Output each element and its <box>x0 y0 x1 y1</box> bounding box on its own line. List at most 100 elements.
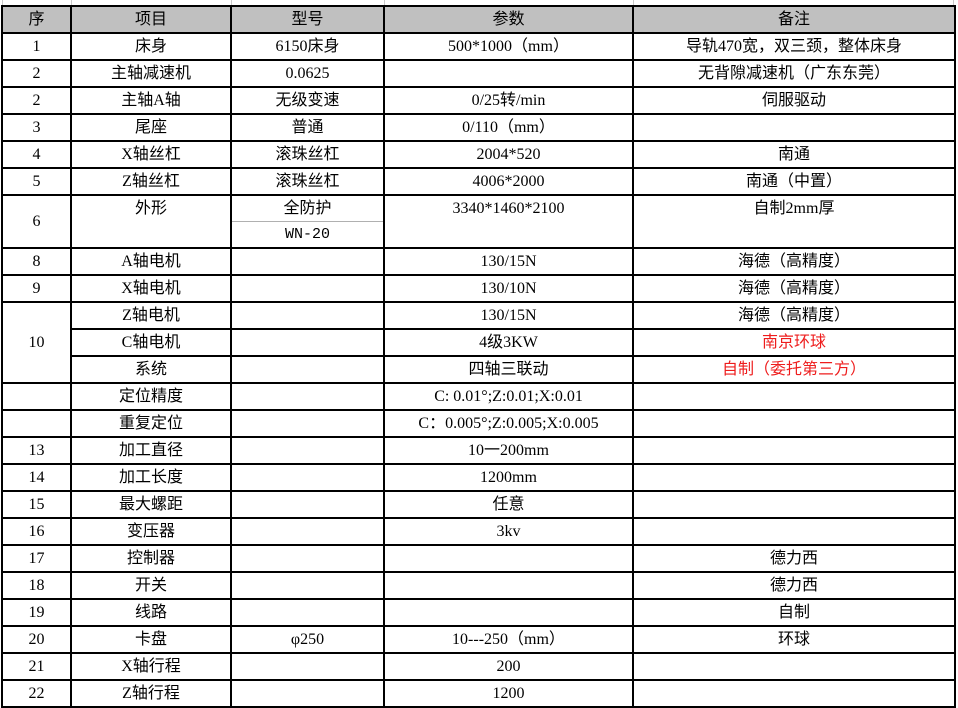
cell-param <box>383 571 634 600</box>
cell-item: 尾座 <box>70 113 232 142</box>
cell-seq: 3 <box>1 113 72 142</box>
cell-model <box>230 679 385 708</box>
cell-note <box>632 679 956 708</box>
cell-item: 最大螺距 <box>70 490 232 519</box>
cell-param: 0/110（mm） <box>383 113 634 142</box>
cell-param: 3kv <box>383 517 634 546</box>
cell-model: 全防护 <box>230 194 385 222</box>
cell-item: 线路 <box>70 598 232 627</box>
table-row: 2 主轴减速机 0.0625 无背隙减速机（广东东莞） <box>1 59 956 88</box>
cell-item: X轴电机 <box>70 274 232 303</box>
cell-param: 2004*520 <box>383 140 634 169</box>
cell-note: 自制（委托第三方） <box>632 355 956 384</box>
gridline-tick <box>633 0 634 5</box>
cell-param: 1200mm <box>383 463 634 492</box>
cell-note: 海德（高精度） <box>632 274 956 303</box>
cell-note <box>632 517 956 546</box>
cell-item: A轴电机 <box>70 247 232 276</box>
table-row: 16 变压器 3kv <box>1 517 956 546</box>
table-row: 14 加工长度 1200mm <box>1 463 956 492</box>
cell-item: X轴行程 <box>70 652 232 681</box>
cell-note <box>632 436 956 465</box>
cell-item: 卡盘 <box>70 625 232 654</box>
cell-param: 130/15N <box>383 247 634 276</box>
cell-seq: 6 <box>1 194 72 249</box>
cell-model <box>230 598 385 627</box>
column-header-param: 参数 <box>383 5 634 34</box>
cell-param: 4级3KW <box>383 328 634 357</box>
table-row: C轴电机 4级3KW 南京环球 <box>2 328 956 357</box>
gridline-tick <box>384 0 385 5</box>
table-row: 19 线路 自制 <box>1 598 956 627</box>
cell-note <box>632 463 956 492</box>
cell-param: 200 <box>383 652 634 681</box>
table-row: 4 X轴丝杠 滚珠丝杠 2004*520 南通 <box>1 140 956 169</box>
cell-model <box>230 274 385 303</box>
cell-item: 变压器 <box>70 517 232 546</box>
cell-item: 床身 <box>70 32 232 61</box>
cell-note: 环球 <box>632 625 956 654</box>
gridline-tick <box>2 0 3 5</box>
cell-seq: 13 <box>1 436 72 465</box>
column-header-seq: 序 <box>1 5 72 34</box>
cell-item: X轴丝杠 <box>70 140 232 169</box>
cell-note: 海德（高精度） <box>632 301 956 330</box>
cell-seq: 2 <box>1 86 72 115</box>
cell-param: 130/10N <box>383 274 634 303</box>
cell-item: 系统 <box>70 355 232 384</box>
table-header: 序项目 型号 参数 备注 <box>1 5 956 34</box>
cell-seq: 9 <box>1 274 72 303</box>
cell-seq: 18 <box>1 571 72 600</box>
cell-seq <box>1 409 72 438</box>
table-row: 21 X轴行程 200 <box>1 652 956 681</box>
cell-model <box>230 652 385 681</box>
cell-item <box>70 221 232 249</box>
cell-model <box>230 301 385 330</box>
cell-model: 无级变速 <box>230 86 385 115</box>
cell-param: C：0.005°;Z:0.005;X:0.005 <box>383 409 634 438</box>
cell-note <box>632 382 956 411</box>
table-row: 17 控制器 德力西 <box>1 544 956 573</box>
table-row: 9 X轴电机 130/10N 海德（高精度） <box>1 274 956 303</box>
cell-note: 无背隙减速机（广东东莞） <box>632 59 956 88</box>
cell-model <box>230 490 385 519</box>
cell-model <box>230 544 385 573</box>
table-row: 定位精度 C: 0.01°;Z:0.01;X:0.01 <box>1 382 956 411</box>
cell-seq <box>1 382 72 411</box>
cell-model <box>230 517 385 546</box>
table-row: WN-20 <box>2 221 956 249</box>
cell-seq: 15 <box>1 490 72 519</box>
table-row: 重复定位 C：0.005°;Z:0.005;X:0.005 <box>1 409 956 438</box>
table-row: 6 外形 全防护 3340*1460*2100 自制2mm厚 <box>1 194 956 249</box>
cell-model <box>230 409 385 438</box>
cell-model <box>230 463 385 492</box>
cell-model: φ250 <box>230 625 385 654</box>
cell-note: 南通（中置） <box>632 167 956 196</box>
table-row: 18 开关 德力西 <box>1 571 956 600</box>
cell-item: Z轴行程 <box>70 679 232 708</box>
column-header-note: 备注 <box>632 5 956 34</box>
cell-param: 130/15N <box>383 301 634 330</box>
cell-seq: 5 <box>1 167 72 196</box>
cell-item: 定位精度 <box>70 382 232 411</box>
cell-note: 导轨470宽，双三颈，整体床身 <box>632 32 956 61</box>
gridline-tick <box>71 0 72 5</box>
cell-seq: 14 <box>1 463 72 492</box>
gridline-tick <box>953 0 954 5</box>
cell-seq: 17 <box>1 544 72 573</box>
cell-model: 滚珠丝杠 <box>230 167 385 196</box>
column-header-model: 型号 <box>230 5 385 34</box>
cell-item: 开关 <box>70 571 232 600</box>
gridline-tick <box>231 0 232 5</box>
cell-param: 四轴三联动 <box>383 355 634 384</box>
table-row: 22 Z轴行程 1200 <box>1 679 956 708</box>
cell-item: Z轴电机 <box>70 301 232 330</box>
cell-seq: 8 <box>1 247 72 276</box>
table-row: 20 卡盘 φ250 10---250（mm） 环球 <box>1 625 956 654</box>
cell-seq: 2 <box>1 59 72 88</box>
cell-note: 南通 <box>632 140 956 169</box>
cell-note <box>632 490 956 519</box>
cell-param: 500*1000（mm） <box>383 32 634 61</box>
cell-param: 0/25转/min <box>383 86 634 115</box>
